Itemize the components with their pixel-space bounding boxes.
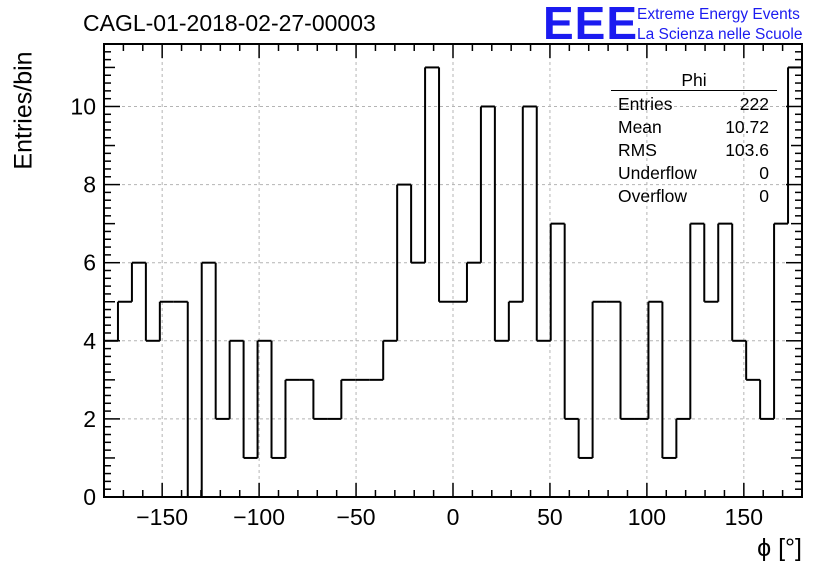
stat-value: 0 xyxy=(759,186,769,206)
x-tick-label: −150 xyxy=(136,504,188,530)
stat-row-entries: Entries 222 xyxy=(611,93,777,116)
stat-label: Mean xyxy=(618,117,662,137)
stat-label: RMS xyxy=(618,140,657,160)
stats-title: Phi xyxy=(681,70,707,90)
eee-logo: EEE Extreme Energy Events La Scienza nel… xyxy=(543,0,833,49)
y-tick-label: 6 xyxy=(83,250,96,276)
stat-value: 0 xyxy=(759,163,769,183)
stat-label: Overflow xyxy=(618,186,688,206)
logo-mark: EEE xyxy=(543,0,639,49)
x-tick-label: 100 xyxy=(628,504,666,530)
logo-line1: Extreme Energy Events xyxy=(637,6,800,23)
stat-row-mean: Mean 10.72 xyxy=(611,116,777,139)
stat-row-underflow: Underflow 0 xyxy=(611,162,777,185)
y-tick-label: 4 xyxy=(83,328,96,354)
x-tick-label: 150 xyxy=(725,504,763,530)
stat-label: Entries xyxy=(618,94,673,114)
x-tick-label: −50 xyxy=(337,504,376,530)
x-axis-label: ϕ [°] xyxy=(757,534,802,562)
y-tick-label: 0 xyxy=(83,484,96,510)
stat-row-rms: RMS 103.6 xyxy=(611,139,777,162)
stat-value: 222 xyxy=(739,94,769,114)
logo-line2: La Scienza nelle Scuole xyxy=(637,26,803,43)
x-tick-label: −100 xyxy=(233,504,285,530)
stats-box: Phi Entries 222 Mean 10.72 RMS 103.6 Und… xyxy=(611,70,777,208)
y-tick-label: 10 xyxy=(70,93,96,119)
x-tick-label: 50 xyxy=(537,504,563,530)
x-tick-label: 0 xyxy=(447,504,460,530)
plot-title: CAGL-01-2018-02-27-00003 xyxy=(83,10,376,36)
stat-label: Underflow xyxy=(618,163,697,183)
stat-value: 103.6 xyxy=(725,140,769,160)
y-tick-label: 2 xyxy=(83,406,96,432)
stat-row-overflow: Overflow 0 xyxy=(611,185,777,208)
stats-divider xyxy=(611,90,777,91)
stat-value: 10.72 xyxy=(725,117,769,137)
y-tick-label: 8 xyxy=(83,172,96,198)
